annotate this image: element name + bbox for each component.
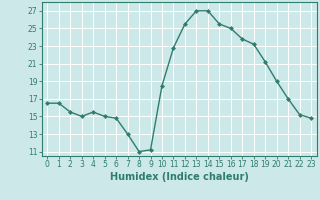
X-axis label: Humidex (Indice chaleur): Humidex (Indice chaleur) [110,172,249,182]
